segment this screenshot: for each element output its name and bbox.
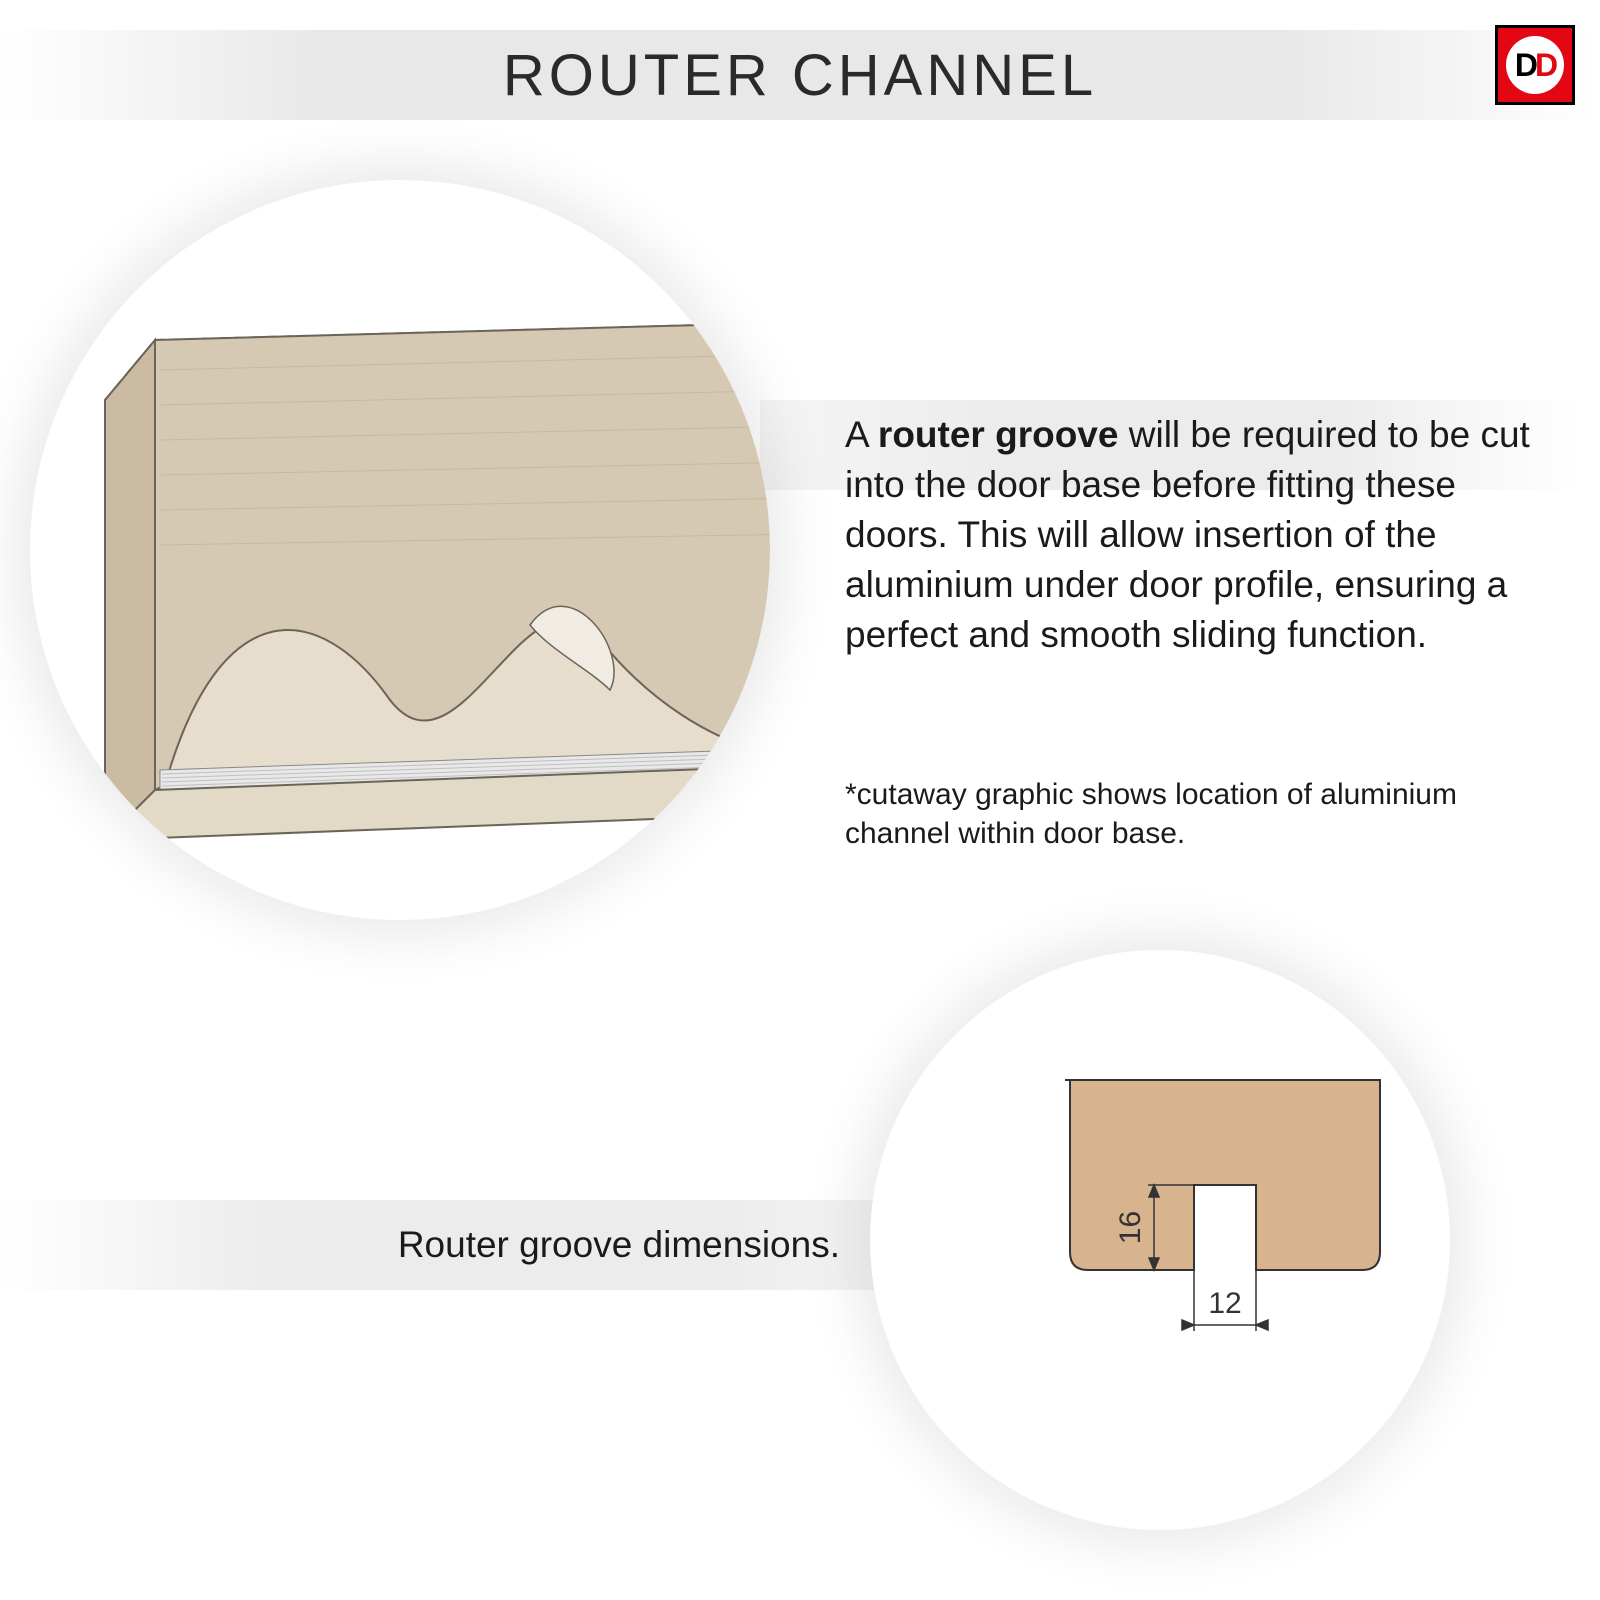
desc-bold: router groove [878, 414, 1119, 455]
cross-section-svg: 16 12 [955, 1040, 1395, 1460]
cutaway-caption: *cutaway graphic shows location of alumi… [845, 775, 1545, 853]
desc-prefix: A [845, 414, 878, 455]
brand-logo: DD [1495, 25, 1575, 105]
dimensions-label: Router groove dimensions. [398, 1224, 840, 1266]
description-text: A router groove will be required to be c… [845, 410, 1555, 660]
cross-section-illustration: 16 12 [870, 950, 1450, 1530]
dim-width-value: 12 [1208, 1287, 1241, 1320]
page-title: ROUTER CHANNEL [503, 42, 1097, 109]
dim-depth-value: 16 [1114, 1211, 1147, 1244]
title-bar: ROUTER CHANNEL [0, 30, 1600, 120]
cutaway-svg [30, 230, 770, 920]
dimensions-bar: Router groove dimensions. [0, 1200, 900, 1290]
cutaway-illustration [30, 180, 770, 920]
brand-logo-text: DD [1506, 36, 1564, 94]
